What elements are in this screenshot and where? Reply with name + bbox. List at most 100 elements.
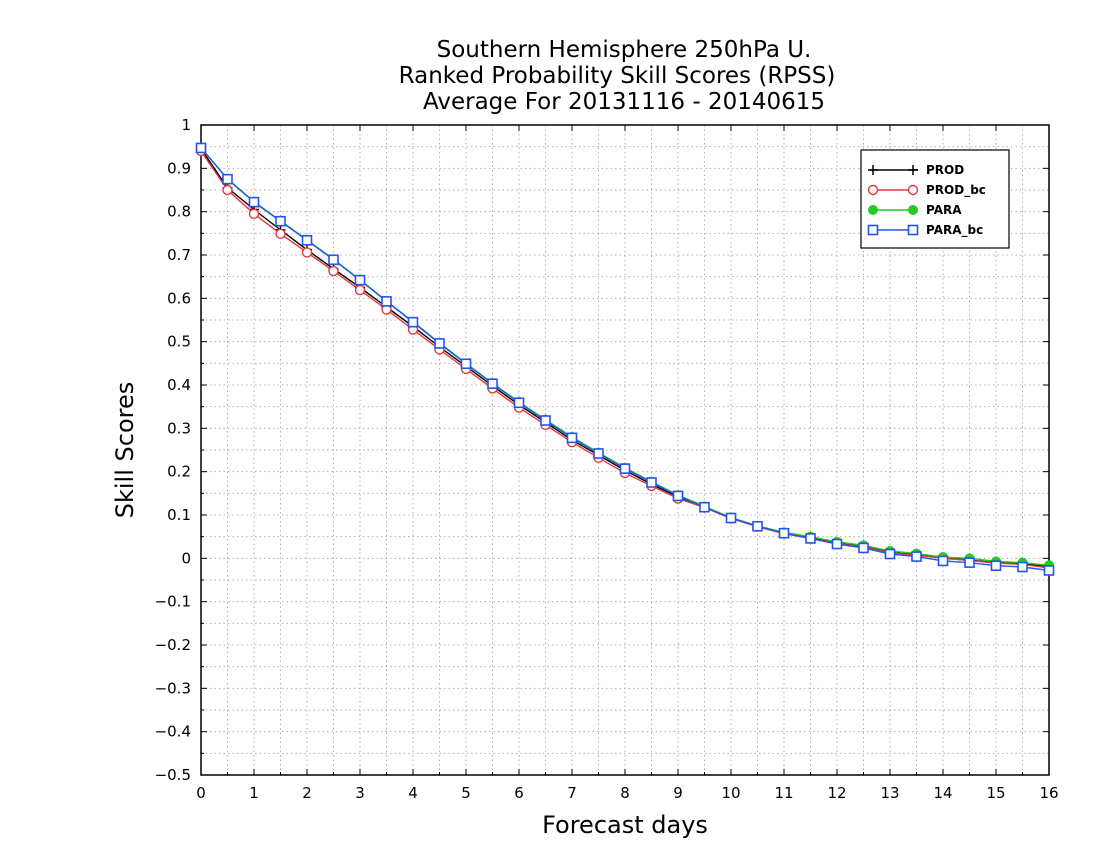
y-tick-label: 0.8	[167, 203, 191, 221]
legend-label: PARA_bc	[926, 223, 983, 238]
data-point	[964, 557, 975, 568]
x-tick-label: 12	[827, 784, 846, 802]
x-tick-label: 7	[567, 784, 577, 802]
legend: PROD PROD_bc PARA PARA_bc	[860, 149, 1010, 249]
data-point	[275, 215, 286, 227]
data-point	[222, 173, 233, 185]
y-tick-label: 0.2	[167, 463, 191, 481]
chart-title-line-2: Ranked Probability Skill Scores (RPSS)	[399, 63, 836, 89]
data-point	[858, 542, 869, 554]
y-tick-label: −0.3	[155, 679, 191, 697]
data-point	[195, 142, 207, 154]
legend-marker	[868, 165, 878, 175]
y-tick-label: 0.4	[167, 376, 191, 394]
data-point	[248, 196, 260, 208]
x-tick-label: 3	[355, 784, 365, 802]
x-tick-label: 1	[249, 784, 259, 802]
data-point	[248, 208, 260, 220]
y-tick-label: −0.4	[155, 723, 191, 741]
data-point	[487, 378, 498, 390]
legend-label: PARA	[926, 203, 962, 217]
data-point	[884, 548, 896, 560]
data-point	[778, 527, 790, 539]
legend-item: PARA_bc	[867, 223, 983, 238]
x-tick-label: 4	[408, 784, 418, 802]
legend-item: PROD_bc	[867, 183, 986, 198]
series-para-bc	[195, 142, 1055, 576]
x-tick-label: 0	[196, 784, 206, 802]
data-point	[381, 296, 392, 307]
chart-title-line-3: Average For 20131116 - 20140615	[423, 89, 825, 115]
y-tick-label: 0.6	[167, 289, 191, 307]
y-tick-label: 0.7	[167, 246, 191, 264]
x-tick-label: 16	[1039, 784, 1058, 802]
y-tick-label: 0.3	[167, 419, 191, 437]
data-point	[407, 316, 419, 328]
data-point	[513, 397, 525, 409]
x-tick-label: 15	[986, 784, 1005, 802]
data-point	[672, 490, 684, 502]
data-point	[301, 234, 313, 246]
y-tick-label: −0.5	[155, 766, 191, 784]
data-point	[1017, 561, 1028, 573]
x-tick-label: 14	[933, 784, 952, 802]
data-point	[831, 538, 843, 550]
data-point	[328, 254, 339, 266]
data-point	[1043, 565, 1055, 576]
data-point	[619, 463, 631, 474]
data-point	[275, 228, 286, 239]
chart-title: Southern Hemisphere 250hPa U. Ranked Pro…	[399, 37, 836, 115]
data-point	[434, 338, 445, 349]
legend-marker	[868, 205, 878, 215]
x-tick-label: 11	[774, 784, 793, 802]
y-tick-label: 0.1	[167, 506, 191, 524]
legend-marker	[907, 224, 919, 236]
data-point	[805, 533, 816, 544]
x-tick-label: 5	[461, 784, 471, 802]
chart-title-line-1: Southern Hemisphere 250hPa U.	[437, 37, 812, 63]
legend-box	[860, 149, 1010, 249]
data-point	[990, 560, 1002, 572]
legend-marker	[867, 224, 879, 236]
legend-label: PROD_bc	[926, 183, 986, 198]
data-point	[911, 551, 922, 562]
x-tick-label: 8	[620, 784, 630, 802]
data-point	[540, 415, 551, 426]
legend-marker	[908, 165, 918, 175]
data-point	[354, 284, 366, 296]
data-point	[328, 265, 339, 277]
x-tick-label: 2	[302, 784, 312, 802]
data-point	[354, 274, 366, 286]
y-tick-label: 0.9	[167, 159, 191, 177]
data-point	[937, 555, 949, 567]
legend-marker	[867, 184, 879, 196]
data-point	[566, 432, 578, 444]
x-tick-label: 13	[880, 784, 899, 802]
y-tick-label: 0	[181, 549, 191, 567]
y-tick-label: −0.2	[155, 636, 191, 654]
legend-marker	[908, 205, 918, 215]
y-tick-label: 1	[181, 116, 191, 134]
ticks: 0 1 2 3 4 5 6 7 8 9 10 11 12 13 14 15 16−0.5−0.4−0.3−0.2…	[155, 116, 1059, 802]
y-tick-label: −0.1	[155, 593, 191, 611]
data-point	[725, 512, 737, 524]
y-tick-label: 0.5	[167, 333, 191, 351]
data-point	[593, 448, 604, 459]
data-point	[646, 477, 657, 488]
data-point	[460, 358, 472, 370]
x-tick-label: 10	[721, 784, 740, 802]
legend-item: PARA	[868, 203, 962, 217]
data-point	[301, 247, 313, 258]
x-axis-label: Forecast days	[542, 811, 708, 839]
series-group	[195, 142, 1055, 576]
legend-marker	[907, 184, 919, 196]
legend-item: PROD	[868, 163, 964, 177]
legend-label: PROD	[926, 163, 964, 177]
data-point	[752, 520, 763, 532]
data-point	[222, 184, 233, 196]
data-point	[699, 501, 710, 513]
y-axis-label: Skill Scores	[111, 382, 139, 519]
x-tick-label: 9	[673, 784, 683, 802]
x-tick-label: 6	[514, 784, 524, 802]
